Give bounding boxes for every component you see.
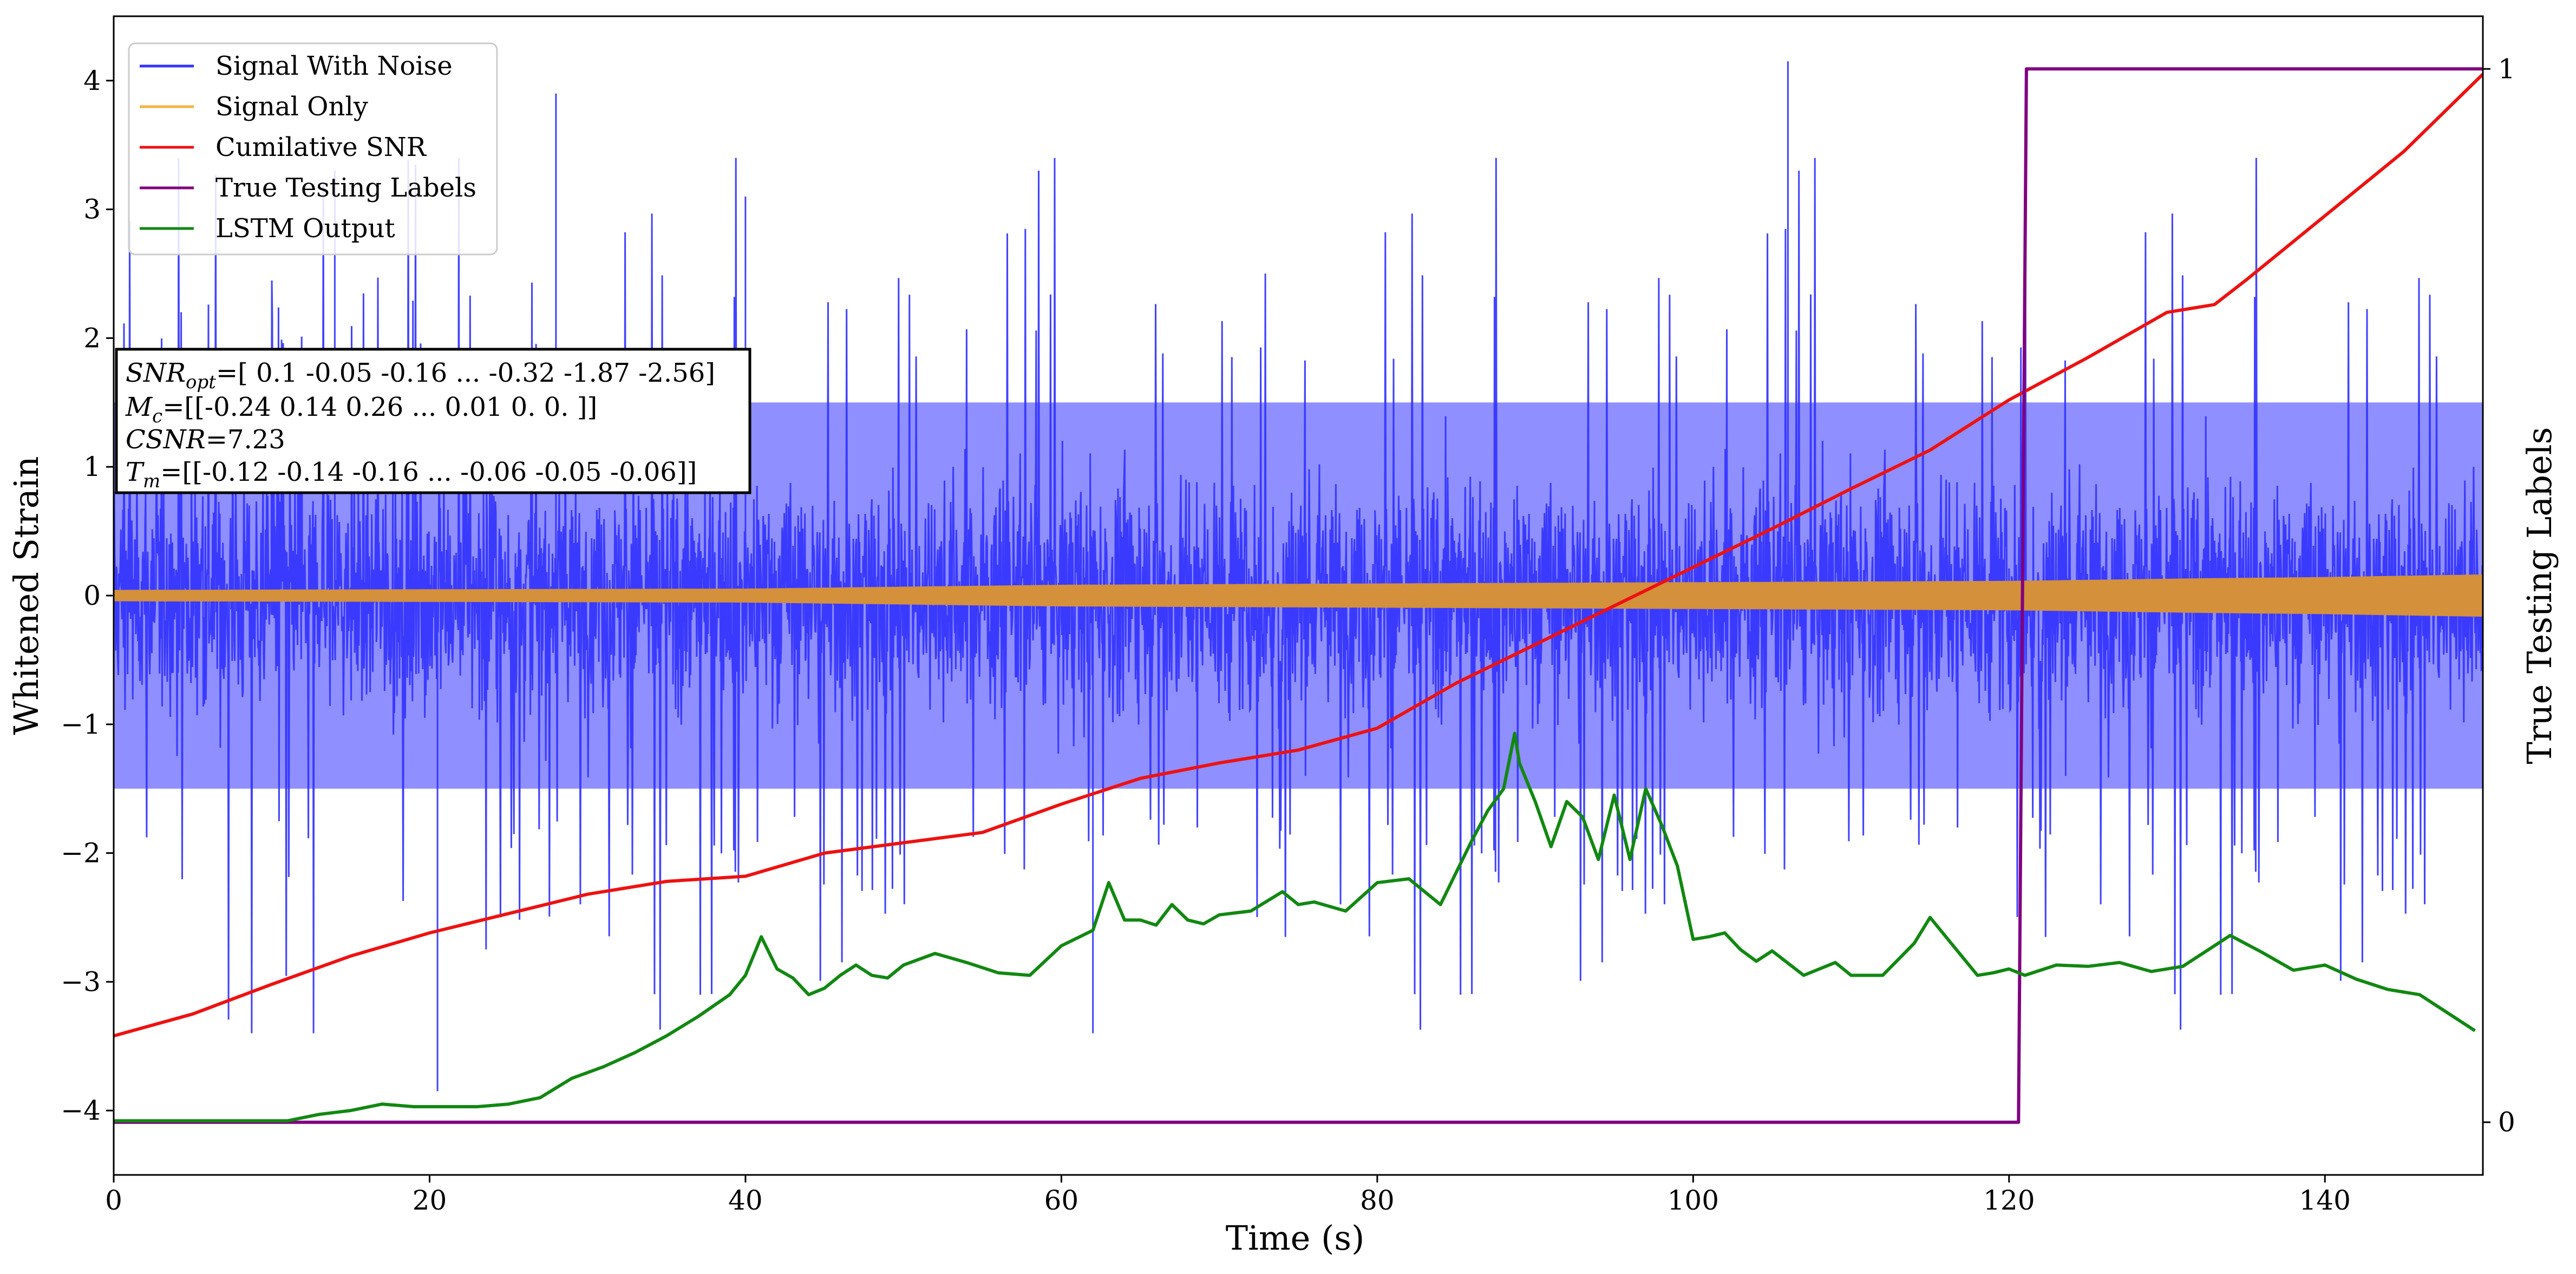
y-tick-label: −4 xyxy=(61,1095,101,1126)
x-tick-label: 40 xyxy=(728,1185,763,1216)
annotation-tm-values: =[[-0.12 -0.14 -0.16 ... -0.06 -0.05 -0.… xyxy=(160,457,697,487)
y-tick-label: 2 xyxy=(83,322,101,354)
x-tick-label: 20 xyxy=(413,1185,447,1216)
legend: Signal With Noise Signal Only Cumilative… xyxy=(128,42,498,256)
annotation-mc-symbol: M xyxy=(125,392,153,422)
annotation-mc-subscript: c xyxy=(152,406,162,427)
legend-label-signal-with-noise: Signal With Noise xyxy=(215,51,453,81)
annotation-csnr-value: =7.23 xyxy=(206,424,285,455)
legend-label-lstm-output: LSTM Output xyxy=(215,213,395,244)
y-tick-label: 0 xyxy=(83,580,101,611)
annotation-csnr-symbol: CSNR xyxy=(126,424,206,455)
y-tick-label: −3 xyxy=(61,966,101,997)
annotation-tm-subscript: m xyxy=(143,471,160,492)
y-tick-label: 1 xyxy=(83,451,101,482)
legend-entry-signal-only: Signal Only xyxy=(140,92,368,122)
annotation-snr-values: =[ 0.1 -0.05 -0.16 ... -0.32 -1.87 -2.56… xyxy=(216,358,715,388)
legend-entry-true-testing-labels: True Testing Labels xyxy=(140,173,476,203)
annotation-line-snr-opt: SNRopt=[ 0.1 -0.05 -0.16 ... -0.32 -1.87… xyxy=(126,358,715,393)
legend-label-cumilative-snr: Cumilative SNR xyxy=(215,132,427,162)
snr-annotation-box: SNRopt=[ 0.1 -0.05 -0.16 ... -0.32 -1.87… xyxy=(115,348,751,494)
legend-label-true-testing-labels: True Testing Labels xyxy=(215,173,476,203)
annotation-line-tm: Tm=[[-0.12 -0.14 -0.16 ... -0.06 -0.05 -… xyxy=(126,457,697,492)
annotation-tm-symbol: T xyxy=(126,457,145,487)
annotation-snr-symbol: SNR xyxy=(126,358,186,388)
y-axis-title: Whitened Strain xyxy=(6,456,46,735)
legend-entry-cumilative-snr: Cumilative SNR xyxy=(140,132,427,162)
annotation-frame xyxy=(115,348,751,494)
annotation-line-mc: Mc=[[-0.24 0.14 0.26 ... 0.01 0. 0. ]] xyxy=(125,392,597,427)
legend-box xyxy=(128,42,498,256)
annotation-line-csnr: CSNR=7.23 xyxy=(126,424,285,455)
y-tick-label: 3 xyxy=(83,194,101,225)
annotation-snr-subscript: opt xyxy=(186,371,216,393)
x-tick-label: 0 xyxy=(105,1185,122,1216)
x-tick-label: 80 xyxy=(1360,1185,1395,1216)
series-cumilative-snr xyxy=(114,73,2483,1038)
x-tick-label: 120 xyxy=(1983,1185,2035,1216)
y2-tick-label: 1 xyxy=(2498,53,2515,84)
series-signal-only xyxy=(114,574,2483,617)
y-tick-label: −1 xyxy=(61,709,101,740)
x-tick-label: 100 xyxy=(1668,1185,1719,1216)
x-tick-label: 140 xyxy=(2299,1185,2351,1216)
series-true-testing-labels xyxy=(114,67,2483,1124)
legend-label-signal-only: Signal Only xyxy=(215,92,368,122)
y2-axis-title: True Testing Labels xyxy=(2520,427,2559,765)
legend-entry-lstm-output: LSTM Output xyxy=(140,213,395,244)
series-lstm-output xyxy=(114,731,2476,1123)
y-tick-label: −2 xyxy=(61,838,101,869)
y2-tick-label: 0 xyxy=(2498,1107,2515,1138)
x-axis-title: Time (s) xyxy=(1226,1218,1365,1258)
y-tick-label: 4 xyxy=(83,65,101,96)
annotation-mc-values: =[[-0.24 0.14 0.26 ... 0.01 0. 0. ]] xyxy=(162,392,597,422)
legend-entry-signal-with-noise: Signal With Noise xyxy=(140,51,453,81)
x-tick-label: 60 xyxy=(1044,1185,1079,1216)
